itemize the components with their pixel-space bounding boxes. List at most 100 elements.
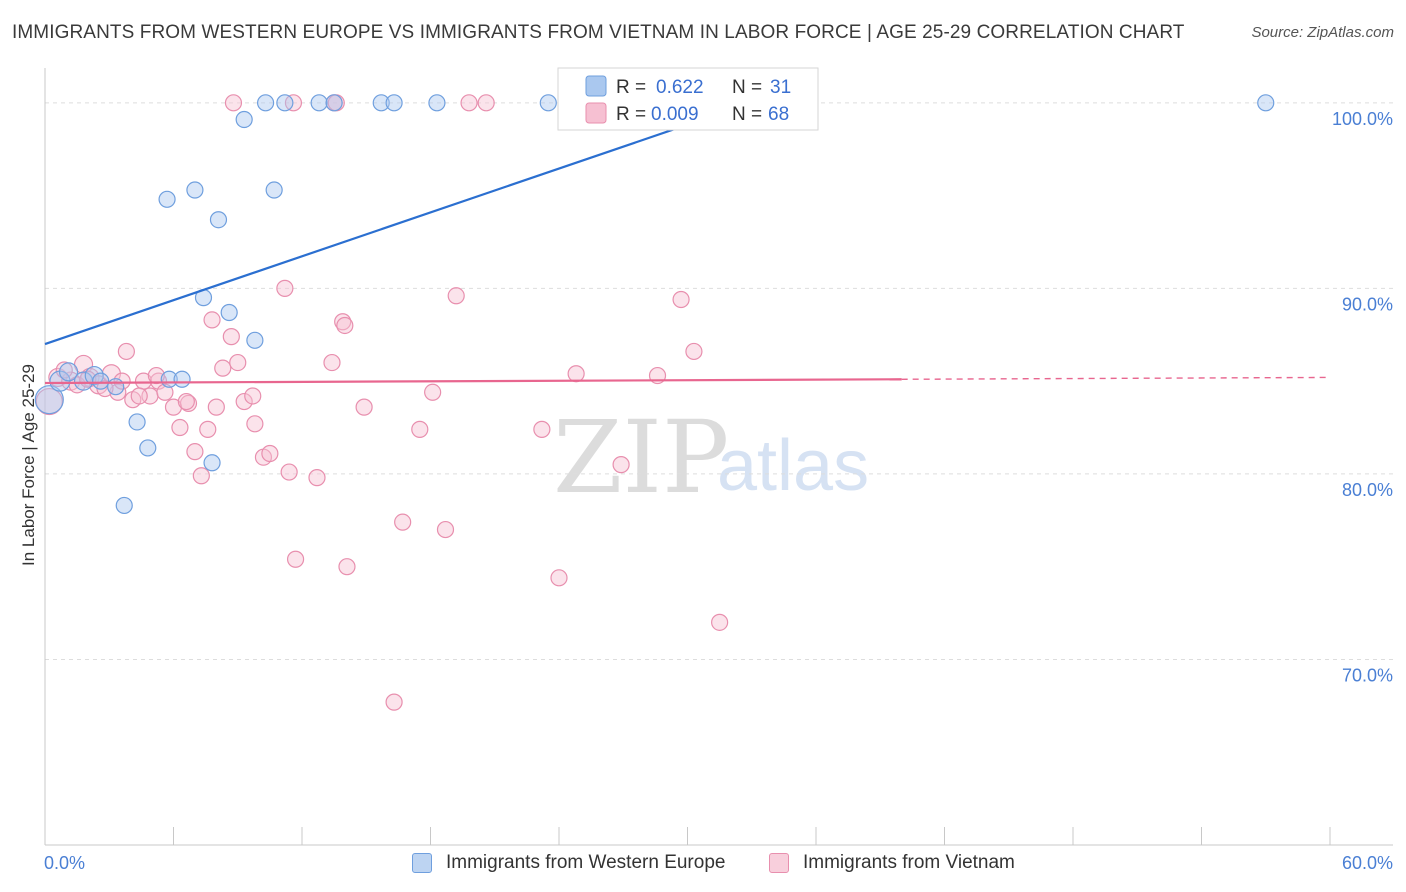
point-western-europe <box>34 385 64 415</box>
y-tick-labels: 70.0% 80.0% 90.0% 100.0% <box>1332 109 1393 686</box>
legend-swatch-pink <box>585 102 607 124</box>
point-vietnam <box>156 383 174 401</box>
x-tick-labels: 0.0% 60.0% <box>44 853 1393 873</box>
legend-label-western-europe: Immigrants from Western Europe <box>446 852 726 873</box>
point-vietnam <box>323 353 341 372</box>
point-vietnam <box>186 443 204 461</box>
legend-item-western-europe: Immigrants from Western Europe <box>412 852 725 874</box>
point-vietnam <box>130 387 148 405</box>
point-western-europe <box>158 190 176 208</box>
legend-swatch-blue <box>585 75 607 97</box>
point-vietnam <box>477 94 495 112</box>
y-tick-label: 70.0% <box>1342 665 1393 685</box>
point-vietnam <box>207 398 225 416</box>
trend-line-extension-vietnam <box>901 376 1331 380</box>
legend-n-label-blue: N = <box>732 77 762 98</box>
point-vietnam <box>436 520 455 539</box>
point-vietnam <box>246 415 264 433</box>
watermark: ZIP atlas <box>553 399 869 516</box>
point-vietnam <box>685 342 703 361</box>
point-vietnam <box>567 365 585 383</box>
point-vietnam <box>424 383 442 401</box>
point-western-europe <box>539 94 557 112</box>
point-vietnam <box>336 316 354 335</box>
point-vietnam <box>550 569 568 587</box>
point-vietnam <box>286 550 305 568</box>
point-vietnam <box>533 420 551 438</box>
point-vietnam <box>192 467 210 485</box>
chart-title: IMMIGRANTS FROM WESTERN EUROPE VS IMMIGR… <box>12 22 1185 43</box>
point-western-europe <box>186 181 204 199</box>
point-vietnam <box>117 342 135 361</box>
point-western-europe <box>1257 94 1275 112</box>
point-western-europe <box>115 496 133 515</box>
point-western-europe <box>139 439 157 457</box>
legend-swatch-vietnam <box>769 853 789 873</box>
watermark-zip: ZIP <box>553 399 729 516</box>
y-tick-label: 90.0% <box>1342 294 1393 314</box>
point-vietnam <box>235 392 253 411</box>
point-western-europe <box>276 94 294 112</box>
point-western-europe <box>128 413 146 431</box>
point-vietnam <box>276 279 294 297</box>
point-western-europe <box>385 94 403 112</box>
y-axis-label: In Labor Force | Age 25-29 <box>19 364 38 566</box>
trend-line-vietnam <box>44 378 902 385</box>
y-tick-label: 100.0% <box>1332 109 1393 129</box>
legend-item-vietnam: Immigrants from Vietnam <box>769 852 1015 874</box>
point-vietnam <box>261 444 279 463</box>
point-vietnam <box>214 359 232 377</box>
correlation-legend: R = 0.622 N = 31 R = 0.009 N = 68 <box>557 67 819 131</box>
y-tick-label: 80.0% <box>1342 480 1393 500</box>
point-western-europe <box>372 94 390 112</box>
point-vietnam <box>672 290 690 309</box>
trend-lines <box>44 98 1331 385</box>
legend-n-label-pink: N = <box>732 104 762 125</box>
point-vietnam <box>199 420 217 438</box>
source-credit: Source: ZipAtlas.com <box>1251 24 1394 41</box>
point-vietnam <box>35 387 63 416</box>
point-vietnam <box>460 94 478 112</box>
point-vietnam <box>222 328 240 346</box>
point-vietnam <box>338 558 356 576</box>
point-vietnam <box>355 398 373 416</box>
point-vietnam <box>612 456 630 474</box>
x-tick-label: 0.0% <box>44 853 85 873</box>
watermark-atlas: atlas <box>717 426 869 506</box>
point-vietnam <box>447 287 465 305</box>
point-western-europe <box>173 370 191 388</box>
point-western-europe <box>203 454 221 472</box>
point-western-europe <box>246 331 264 349</box>
legend-r-value-blue: 0.622 <box>656 77 704 98</box>
point-western-europe <box>58 362 79 382</box>
axes <box>44 68 1393 846</box>
trend-line-western-europe <box>44 98 763 346</box>
point-western-europe <box>107 378 125 396</box>
point-western-europe <box>325 94 343 112</box>
legend-label-vietnam: Immigrants from Vietnam <box>803 852 1015 873</box>
point-vietnam <box>280 463 298 481</box>
point-western-europe <box>265 181 283 199</box>
point-western-europe <box>92 372 110 390</box>
point-vietnam <box>411 420 429 438</box>
gridlines <box>45 102 1393 660</box>
point-western-europe <box>235 110 253 129</box>
point-western-europe <box>428 94 446 112</box>
point-vietnam <box>244 387 262 405</box>
point-western-europe <box>209 211 228 229</box>
point-western-europe <box>310 94 328 112</box>
legend-r-label-pink: R = <box>616 104 646 125</box>
legend-swatch-western-europe <box>412 853 432 873</box>
point-vietnam <box>711 613 729 631</box>
legend-r-value-pink: 0.009 <box>651 104 699 125</box>
point-vietnam <box>229 353 247 372</box>
point-vietnam <box>308 469 326 487</box>
point-vietnam <box>177 392 195 411</box>
legend-r-label-blue: R = <box>616 77 646 98</box>
point-western-europe <box>256 94 275 112</box>
point-vietnam <box>203 311 221 329</box>
point-western-europe <box>220 303 238 322</box>
legend-n-value-pink: 68 <box>768 104 789 125</box>
legend-n-value-blue: 31 <box>770 77 791 98</box>
